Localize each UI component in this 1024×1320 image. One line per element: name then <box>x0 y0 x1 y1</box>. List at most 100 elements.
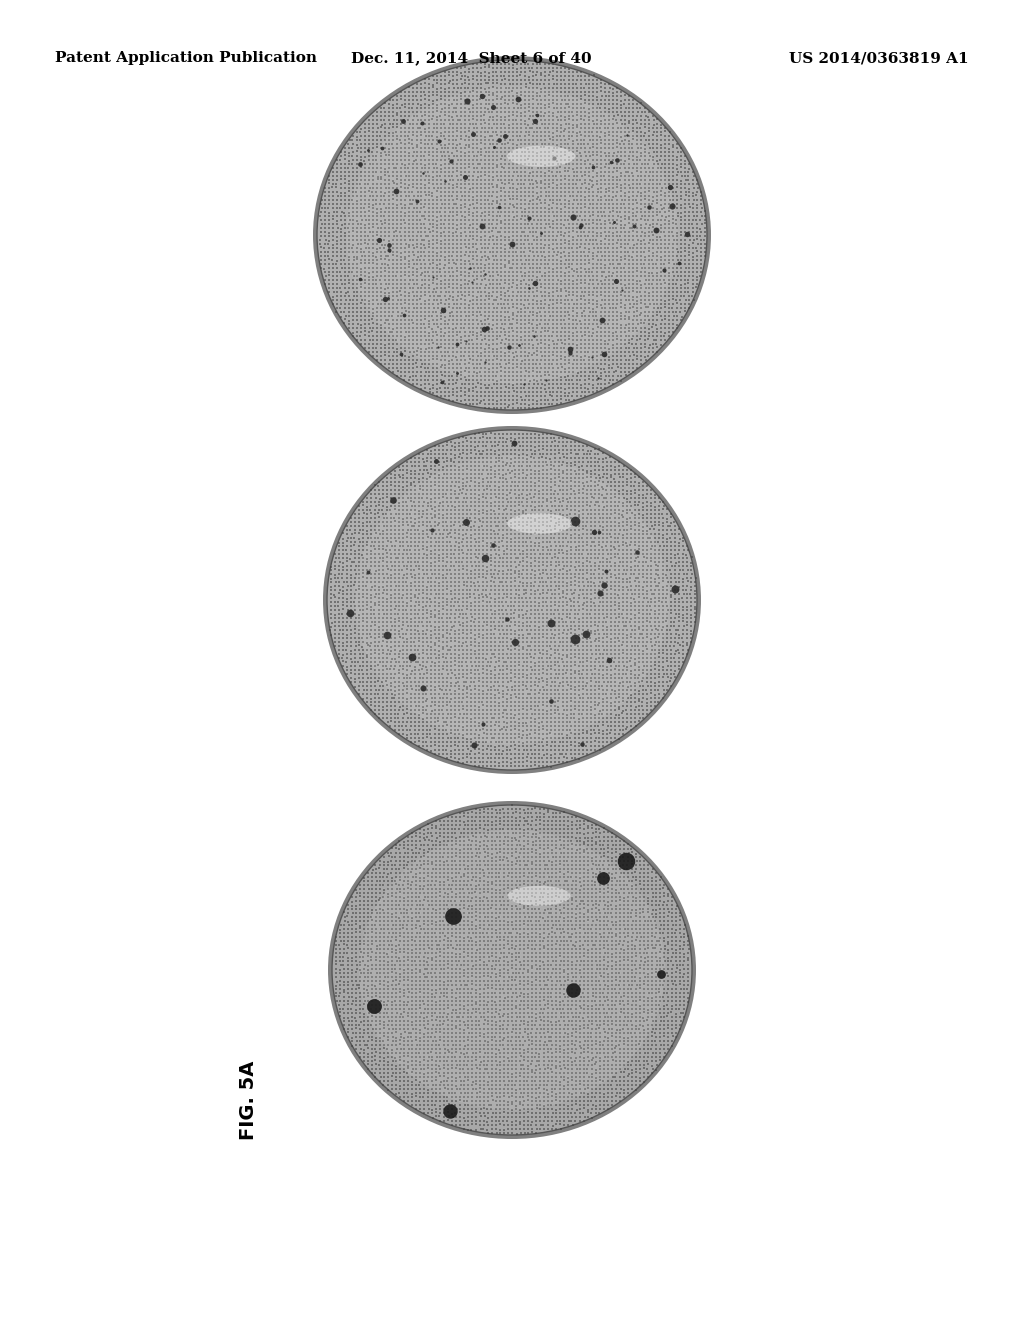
Point <box>548 1031 564 1052</box>
Point <box>452 603 468 624</box>
Point <box>369 289 385 310</box>
Point <box>511 655 527 676</box>
Point <box>652 1011 669 1032</box>
Point <box>534 98 550 119</box>
Point <box>652 289 669 310</box>
Point <box>487 968 504 989</box>
Point <box>640 974 656 995</box>
Point <box>417 257 433 279</box>
Point <box>460 954 476 975</box>
Point <box>588 913 604 935</box>
Point <box>557 66 573 87</box>
Point <box>467 807 483 828</box>
Point <box>391 676 408 697</box>
Point <box>613 210 630 231</box>
Point <box>372 1063 388 1084</box>
Point <box>490 643 507 664</box>
Point <box>556 994 572 1015</box>
Point <box>602 483 618 504</box>
Point <box>582 354 598 375</box>
Point <box>543 668 559 689</box>
Point <box>593 170 609 191</box>
Point <box>567 723 584 744</box>
Point <box>624 1030 640 1051</box>
Point <box>511 859 527 880</box>
Point <box>542 214 558 235</box>
Point <box>505 74 521 95</box>
Point <box>525 381 542 403</box>
Point <box>415 659 431 680</box>
Point <box>588 1096 604 1117</box>
Point <box>428 1071 444 1092</box>
Point <box>492 467 508 488</box>
Point <box>480 858 497 879</box>
Point <box>477 338 494 359</box>
Point <box>540 1082 556 1104</box>
Point <box>515 1034 531 1055</box>
Point <box>485 289 502 310</box>
Point <box>511 576 527 597</box>
Point <box>677 193 693 214</box>
Point <box>476 906 493 927</box>
Point <box>640 342 656 363</box>
Point <box>548 822 564 843</box>
Point <box>427 607 443 628</box>
Point <box>564 907 581 928</box>
Point <box>517 338 534 359</box>
Point <box>593 362 609 383</box>
Point <box>527 467 544 488</box>
Point <box>419 663 435 684</box>
Point <box>587 520 603 541</box>
Point <box>520 858 537 879</box>
Point <box>352 1047 369 1068</box>
Point <box>656 1011 673 1032</box>
Point <box>464 822 480 843</box>
Point <box>509 157 525 178</box>
Point <box>409 867 425 888</box>
Point <box>527 1086 544 1107</box>
Point <box>418 623 434 644</box>
Point <box>369 903 385 924</box>
Point <box>614 635 631 656</box>
Point <box>399 907 416 928</box>
Point <box>620 1031 636 1052</box>
Point <box>503 539 519 560</box>
Point <box>408 958 424 979</box>
Point <box>415 667 431 688</box>
Point <box>629 297 645 318</box>
Point <box>595 488 611 510</box>
Point <box>368 487 384 508</box>
Point <box>648 325 665 346</box>
Point <box>511 803 527 824</box>
Point <box>549 246 565 267</box>
Point <box>492 607 508 628</box>
Point <box>544 939 560 960</box>
Point <box>343 515 359 536</box>
Point <box>532 956 549 977</box>
Point <box>625 329 641 350</box>
Point <box>630 117 646 139</box>
Point <box>547 632 563 653</box>
Point <box>520 66 537 87</box>
Point <box>465 378 481 399</box>
Point <box>611 696 628 717</box>
Point <box>439 822 456 843</box>
Point <box>472 939 488 960</box>
Point <box>526 640 543 661</box>
Point <box>612 991 629 1012</box>
Point <box>481 338 498 359</box>
Point <box>596 165 612 186</box>
Point <box>527 623 544 644</box>
Point <box>402 576 419 597</box>
Point <box>555 810 571 832</box>
Point <box>621 903 637 924</box>
Point <box>416 978 432 999</box>
Point <box>384 1026 400 1047</box>
Point <box>490 708 507 729</box>
Point <box>418 656 434 677</box>
Point <box>336 962 352 983</box>
Point <box>513 82 529 103</box>
Point <box>515 560 531 581</box>
Point <box>657 238 674 259</box>
Point <box>519 810 536 832</box>
